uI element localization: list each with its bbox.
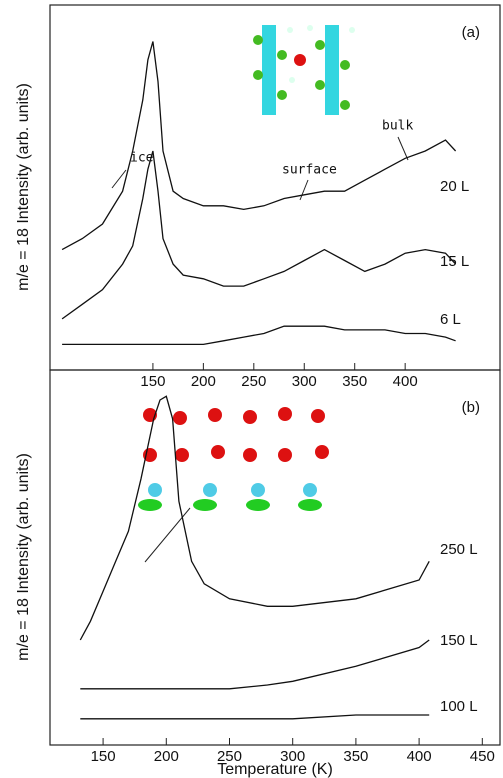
series-line [80,714,430,720]
series-label: 250 L [440,541,478,558]
annotation-line [299,179,309,201]
series-label: 100 L [440,698,478,715]
molecule-b [138,407,329,511]
series-label: 20 L [440,178,469,195]
series-line [62,325,456,346]
annotation: surface [282,163,337,178]
x-tick-label: 150 [140,373,165,390]
annotation: bulk [382,119,413,134]
x-tick-label: 200 [154,748,179,765]
x-tick-label: 400 [393,373,418,390]
series-line [80,639,430,690]
x-tick-label: 150 [91,748,116,765]
x-tick-label: 300 [292,373,317,390]
series-line [61,41,457,251]
panel-label: (a) [462,24,480,41]
panel-b-frame [49,369,501,746]
x-tick-label: 450 [470,748,495,765]
pointer-line [144,507,191,563]
x-tick-label: 350 [342,373,367,390]
molecule-a [253,25,355,115]
x-tick-label: 250 [241,373,266,390]
x-tick-label: 200 [191,373,216,390]
series-line [79,395,430,641]
x-tick-label: 400 [407,748,432,765]
y-axis-label: m/e = 18 Intensity (arb. units) [15,453,32,661]
series-label: 15 L [440,253,469,270]
x-tick-label: 300 [280,748,305,765]
x-tick-label: 250 [217,748,242,765]
annotation-line [397,136,409,161]
x-tick-label: 350 [343,748,368,765]
series-line [61,150,457,320]
series-label: 150 L [440,632,478,649]
annotation-line [111,169,127,189]
panel-label: (b) [462,399,480,416]
x-axis-label: Temperature (K) [217,761,333,778]
series-label: 6 L [440,311,461,328]
annotation: ice [130,151,154,166]
y-axis-label: m/e = 18 Intensity (arb. units) [15,83,32,291]
